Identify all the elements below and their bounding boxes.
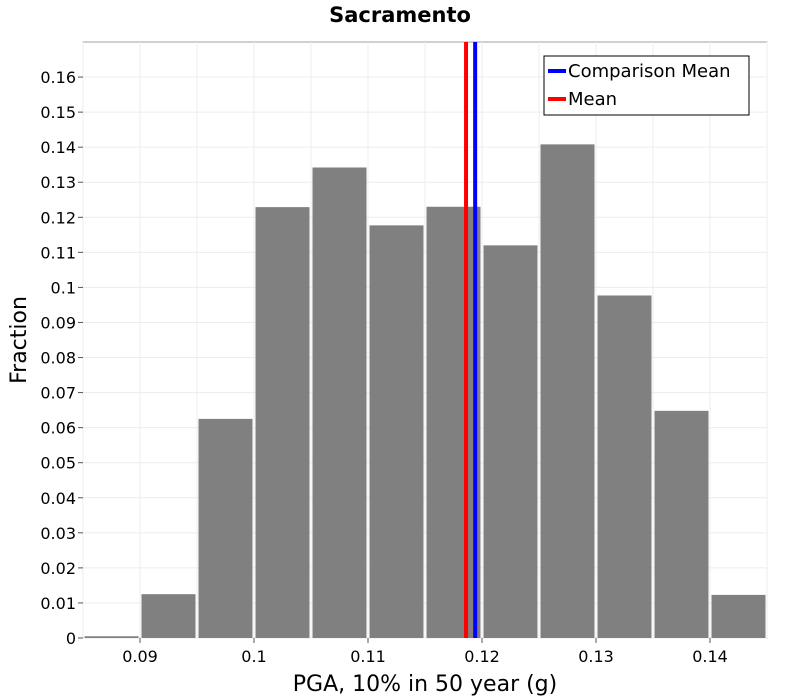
- x-tick-label: 0.1: [241, 647, 266, 666]
- histogram-bar: [84, 636, 139, 638]
- histogram-bar: [483, 245, 538, 638]
- x-tick-label: 0.14: [692, 647, 728, 666]
- y-axis-ticks: 0 0.01 0.02 0.03 0.04 0.05 0.06 0.07 0.08 0.09 0.1…: [40, 68, 83, 648]
- histogram-bar: [540, 144, 595, 638]
- histogram-bar: [711, 594, 766, 638]
- y-tick-label: 0.11: [40, 243, 76, 262]
- grid-lines: [82, 42, 768, 639]
- histogram-bar: [369, 225, 424, 638]
- y-tick-label: 0.12: [40, 208, 76, 227]
- y-tick-label: 0.02: [40, 559, 76, 578]
- y-tick-label: 0: [66, 629, 76, 648]
- y-tick-label: 0.03: [40, 524, 76, 543]
- y-tick-label: 0.13: [40, 173, 76, 192]
- histogram-bar: [141, 594, 196, 638]
- y-tick-label: 0.15: [40, 103, 76, 122]
- legend-box: [543, 55, 750, 116]
- y-tick-label: 0.09: [40, 313, 76, 332]
- y-tick-label: 0.07: [40, 384, 76, 403]
- y-axis-title: Fraction: [7, 296, 32, 384]
- chart-title: Sacramento: [329, 3, 471, 27]
- y-tick-label: 0.08: [40, 349, 76, 368]
- x-tick-label: 0.09: [122, 647, 158, 666]
- legend: Comparison Mean Mean: [543, 55, 750, 116]
- legend-label-comparison-mean: Comparison Mean: [568, 61, 731, 82]
- legend-label-mean: Mean: [568, 89, 617, 110]
- y-tick-label: 0.16: [40, 68, 76, 87]
- histogram-bar: [426, 206, 481, 638]
- x-tick-label: 0.11: [350, 647, 386, 666]
- histogram-bar: [255, 207, 310, 638]
- histogram-bar: [654, 410, 709, 638]
- x-axis-title: PGA, 10% in 50 year (g): [293, 672, 557, 697]
- histogram-bar: [312, 167, 367, 638]
- histogram-bars: [84, 144, 766, 638]
- x-tick-label: 0.13: [578, 647, 614, 666]
- x-axis-ticks: 0.09 0.1 0.11 0.12 0.13 0.14: [122, 638, 728, 666]
- y-tick-label: 0.1: [51, 278, 76, 297]
- y-tick-label: 0.04: [40, 489, 76, 508]
- mean-lines: [464, 42, 478, 638]
- y-tick-label: 0.01: [40, 594, 76, 613]
- histogram-bar: [597, 295, 652, 638]
- histogram-bar: [198, 418, 253, 638]
- y-tick-label: 0.05: [40, 454, 76, 473]
- x-tick-label: 0.12: [464, 647, 500, 666]
- y-tick-label: 0.14: [40, 138, 76, 157]
- y-tick-label: 0.06: [40, 419, 76, 438]
